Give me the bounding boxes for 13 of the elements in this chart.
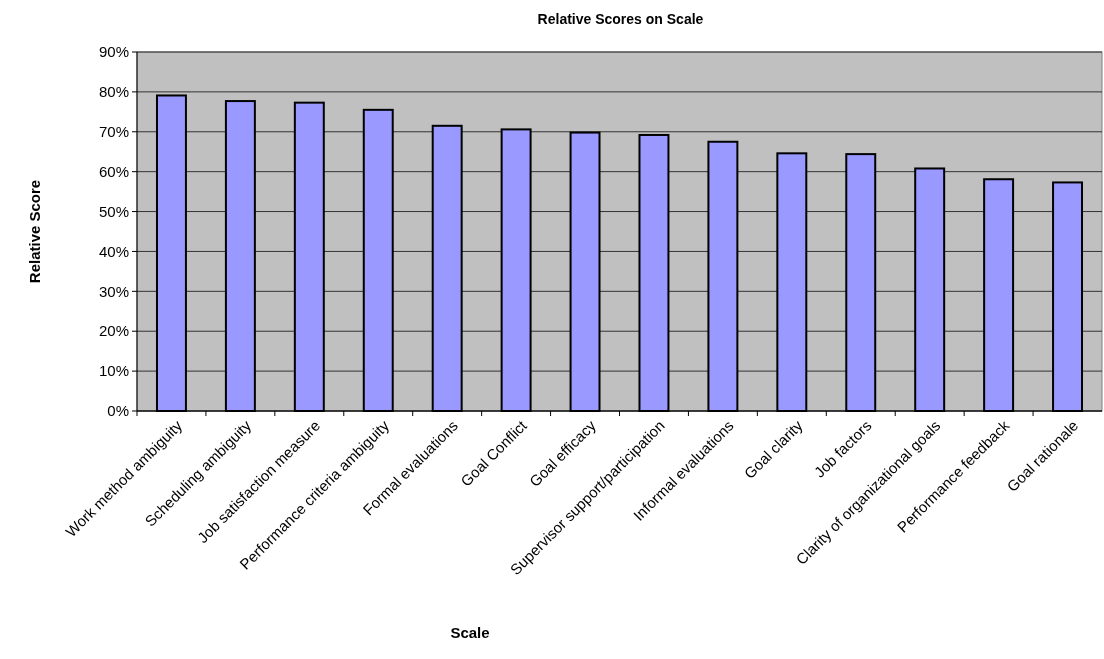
chart-title: Relative Scores on Scale bbox=[537, 11, 704, 27]
x-axis-title: Scale bbox=[450, 624, 490, 641]
y-tick-label: 30% bbox=[98, 282, 129, 300]
y-tick-label: 0% bbox=[107, 402, 129, 420]
y-tick-label: 90% bbox=[98, 43, 129, 61]
y-tick-label: 40% bbox=[98, 242, 129, 260]
y-tick-label: 20% bbox=[98, 322, 129, 340]
y-tick-label: 60% bbox=[98, 162, 129, 180]
y-tick-label: 50% bbox=[98, 202, 129, 220]
y-axis-title: Relative Score bbox=[26, 179, 43, 284]
y-tick-label: 70% bbox=[98, 123, 129, 141]
y-tick-label: 80% bbox=[98, 83, 129, 101]
y-tick-label: 10% bbox=[98, 362, 129, 380]
